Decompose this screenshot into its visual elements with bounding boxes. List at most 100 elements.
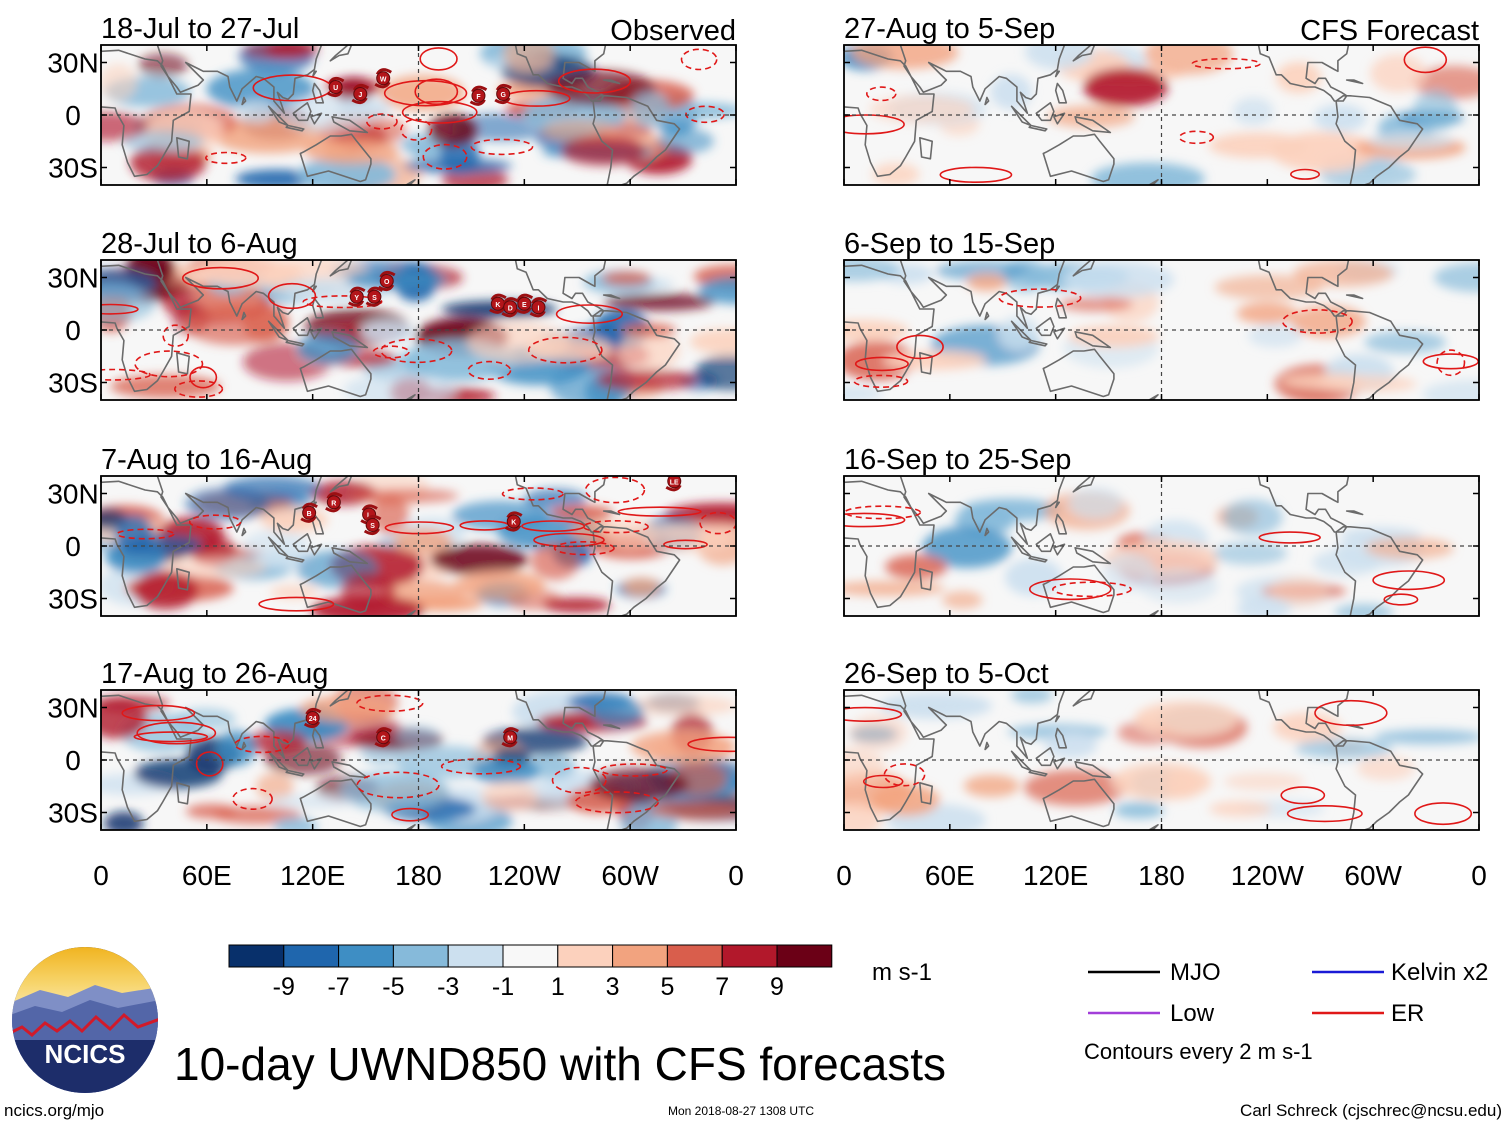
er-contour [467, 360, 512, 381]
er-contour [195, 751, 224, 777]
y-tick-label: 30S [48, 368, 98, 399]
er-contour [854, 356, 909, 372]
colorbar-swatch [557, 944, 614, 968]
storm-label: E [522, 302, 527, 309]
x-tick-label: 120W [1231, 860, 1305, 891]
storm-label: J [358, 92, 362, 99]
er-contour [501, 487, 564, 501]
panel-date-label: 7-Aug to 16-Aug [101, 444, 312, 476]
y-tick-label: 0 [65, 531, 81, 562]
observed-panel-1: U J W F G 18-Jul to 27-Jul Observed 30N 0 30S [47, 13, 737, 186]
colorbar-label: -9 [273, 973, 295, 1001]
er-contour [685, 105, 726, 124]
y-tick-label: 30S [48, 584, 98, 615]
colorbar-swatch [776, 944, 833, 968]
legend-mjo-label: MJO [1170, 959, 1221, 986]
er-contour [998, 288, 1082, 308]
er-contour [527, 336, 603, 364]
storm-label: R [331, 500, 336, 507]
storm-marker: S [363, 514, 382, 536]
x-tick-label: 180 [1138, 860, 1185, 891]
storm-label: K [495, 302, 500, 309]
er-contour [116, 528, 175, 540]
legend-kelvin-label: Kelvin x2 [1391, 959, 1488, 986]
er-contour [174, 380, 224, 398]
storm-label: Y [354, 295, 359, 302]
storm-marker: C [374, 727, 392, 748]
er-contour [205, 151, 247, 165]
x-tick-label: 180 [395, 860, 442, 891]
storm-label: U [333, 85, 338, 92]
colorbar-swatch [502, 944, 559, 968]
er-contour [844, 706, 903, 722]
storm-marker: K [504, 511, 523, 532]
er-contour [555, 304, 624, 325]
legend-low-label: Low [1170, 1000, 1215, 1027]
er-contour [844, 114, 905, 135]
er-contour [400, 118, 433, 141]
panel-corner-label: CFS Forecast [1300, 15, 1479, 47]
y-tick-label: 30N [47, 48, 98, 79]
colorbar-label: 7 [715, 973, 729, 1001]
er-contour [133, 731, 209, 743]
y-tick-label: 30N [47, 693, 98, 724]
coastlines [844, 476, 1424, 616]
storm-marker: W [374, 68, 392, 89]
er-contour [422, 143, 468, 170]
er-contour [687, 736, 736, 753]
panel-date-label: 28-Jul to 6-Aug [101, 228, 298, 260]
panel-date-label: 16-Sep to 25-Sep [844, 444, 1071, 476]
er-contour [1281, 309, 1353, 334]
colorbar-label: -1 [492, 973, 514, 1001]
er-contour [380, 338, 453, 364]
er-contour [356, 694, 424, 712]
er-contour [1372, 570, 1446, 591]
panel-date-label: 27-Aug to 5-Sep [844, 13, 1055, 45]
er-contour [521, 520, 586, 532]
storm-label: S [370, 523, 375, 530]
panel-ticks [100, 260, 737, 400]
er-contour [680, 48, 718, 71]
storm-marker: G [494, 83, 512, 105]
er-contour [232, 787, 273, 811]
er-contour [414, 78, 459, 105]
er-contour [1403, 46, 1448, 74]
x-tick-label: 60W [1344, 860, 1402, 891]
er-contour [939, 166, 1013, 184]
er-contour [883, 763, 926, 787]
storm-marker: K [489, 293, 507, 314]
er-contour [401, 100, 478, 124]
er-contour [356, 771, 440, 799]
footer-credit: Carl Schreck (cjschrec@ncsu.edu) [1240, 1101, 1502, 1120]
er-contour [391, 807, 430, 822]
er-contour [862, 774, 904, 789]
storm-marker: M [501, 727, 519, 748]
panel-ticks [843, 476, 1480, 616]
er-contour [1286, 804, 1363, 823]
colorbar-label: 9 [770, 973, 784, 1001]
er-contour [234, 735, 290, 754]
er-contour [844, 512, 906, 528]
x-tick-label: 120W [488, 860, 562, 891]
panel-ticks [100, 45, 737, 185]
er-contour [302, 295, 383, 309]
storm-marker: I [529, 297, 548, 318]
footer-url[interactable]: ncics.org/mjo [4, 1101, 105, 1120]
er-contour [557, 68, 632, 94]
storm-label: O [384, 279, 390, 286]
figure-title: 10-day UWND850 with CFS forecasts [174, 1038, 946, 1090]
coastlines [844, 45, 1424, 185]
storm-label: F [476, 94, 481, 101]
x-tick-label: 120E [280, 860, 345, 891]
storm-marker: U [326, 76, 345, 98]
er-contour [1314, 699, 1388, 727]
er-contour [188, 514, 242, 530]
er-contour [419, 47, 458, 71]
anomaly-field [101, 260, 736, 400]
coastlines [101, 45, 681, 185]
storm-label: K [511, 520, 516, 527]
storm-marker: Y [347, 286, 366, 307]
y-tick-label: 30N [47, 479, 98, 510]
legend: MJO Kelvin x2 Low ER Contours every 2 m … [1084, 959, 1488, 1064]
